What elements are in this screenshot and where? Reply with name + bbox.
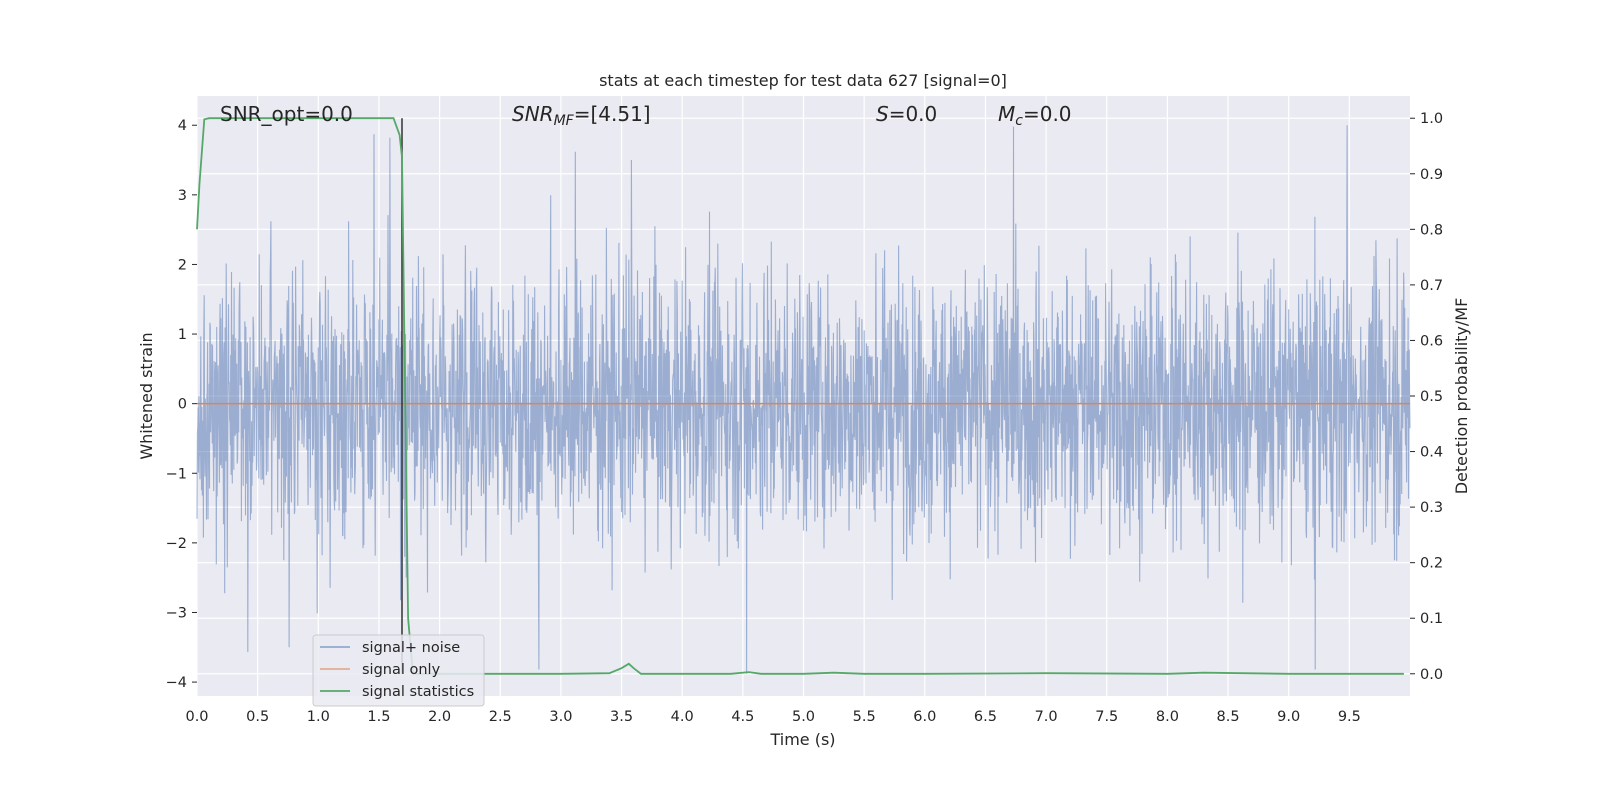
x-tick-label: 6.0 [913, 709, 936, 725]
annotation-s-main: S [876, 102, 889, 126]
y2-tick-label: 0.5 [1420, 389, 1443, 405]
annotation-mc-sub: c [1015, 113, 1023, 129]
y2-tick-label: 0.1 [1420, 611, 1443, 627]
legend-box [312, 634, 485, 707]
x-tick-label: 6.5 [974, 709, 997, 725]
annotation-mc-val: =0.0 [1023, 102, 1072, 126]
y2-axis-ticks: 0.0 0.1 0.2 0.3 0.4 0.5 0.6 0.7 0.8 0.9 1.0 [1410, 111, 1443, 683]
y-tick-label: −1 [166, 466, 187, 482]
x-tick-label: 2.5 [489, 709, 512, 725]
annotation-snr-mf-main: SNR [512, 102, 554, 126]
signal-plus-noise-series [196, 125, 1411, 674]
annotation-mc: Mc=0.0 [998, 102, 1072, 129]
x-tick-label: 0.5 [246, 709, 269, 725]
y2-tick-label: 0.2 [1420, 556, 1443, 572]
x-tick-label: 8.0 [1156, 709, 1179, 725]
y2-tick-label: 0.9 [1420, 167, 1443, 183]
y-axis-ticks: −4 −3 −2 −1 0 1 2 3 4 [166, 118, 197, 691]
annotations: SNR_opt=0.0 SNRMF=[4.51] S=0.0 Mc=0.0 [220, 102, 1072, 129]
annotation-s-val: =0.0 [889, 102, 938, 126]
y-tick-label: 3 [178, 188, 187, 204]
legend-label-noise: signal+ noise [362, 640, 460, 656]
x-tick-label: 9.0 [1277, 709, 1300, 725]
annotation-snr-mf-sub: MF [554, 113, 575, 129]
y2-tick-label: 0.8 [1420, 222, 1443, 238]
noise-trace [196, 125, 1411, 674]
y2-tick-label: 1.0 [1420, 111, 1443, 127]
x-tick-label: 1.5 [367, 709, 390, 725]
signal-statistics-series [196, 117, 1404, 675]
x-tick-label: 5.0 [792, 709, 815, 725]
x-axis-ticks: 0.0 0.5 1.0 1.5 2.0 2.5 3.0 3.5 4.0 4.5 5.0 5.5 6.0 6… [185, 709, 1360, 725]
y2-tick-label: 0.4 [1420, 445, 1443, 461]
legend-label-signal: signal only [362, 662, 441, 678]
y-tick-label: 0 [178, 397, 187, 413]
y-tick-label: 4 [178, 118, 187, 134]
x-tick-label: 3.5 [610, 709, 633, 725]
legend: signal+ noise signal only signal statist… [312, 634, 485, 707]
y2-tick-label: 0.3 [1420, 500, 1443, 516]
x-tick-label: 2.0 [428, 709, 451, 725]
annotation-mc-main: M [998, 102, 1015, 126]
x-tick-label: 7.0 [1035, 709, 1058, 725]
x-tick-label: 7.5 [1095, 709, 1118, 725]
x-tick-label: 1.0 [307, 709, 330, 725]
x-tick-label: 4.0 [671, 709, 694, 725]
x-tick-label: 4.5 [731, 709, 754, 725]
x-tick-label: 5.5 [853, 709, 876, 725]
y-tick-label: −3 [166, 605, 187, 621]
y-tick-label: −4 [166, 675, 187, 691]
x-tick-label: 9.5 [1338, 709, 1361, 725]
annotation-snr-mf-val: =[4.51] [574, 102, 651, 126]
x-tick-label: 8.5 [1217, 709, 1240, 725]
x-tick-label: 3.0 [549, 709, 572, 725]
y2-tick-label: 0.7 [1420, 278, 1443, 294]
y-tick-label: 2 [178, 257, 187, 273]
annotation-s: S=0.0 [876, 102, 937, 126]
legend-label-stats: signal statistics [362, 684, 474, 700]
x-axis-label: Time (s) [769, 730, 835, 749]
annotation-snr-mf: SNRMF=[4.51] [512, 102, 651, 129]
x-tick-label: 0.0 [185, 709, 208, 725]
y-axis-label: Whitened strain [137, 332, 156, 459]
y-tick-label: 1 [178, 327, 187, 343]
annotation-snr-opt: SNR_opt=0.0 [220, 102, 353, 126]
y2-axis-label: Detection probability/MF [1452, 298, 1471, 495]
y2-tick-label: 0.6 [1420, 333, 1443, 349]
y2-tick-label: 0.0 [1420, 667, 1443, 683]
chart-title: stats at each timestep for test data 627… [599, 71, 1007, 90]
y-tick-label: −2 [166, 536, 187, 552]
